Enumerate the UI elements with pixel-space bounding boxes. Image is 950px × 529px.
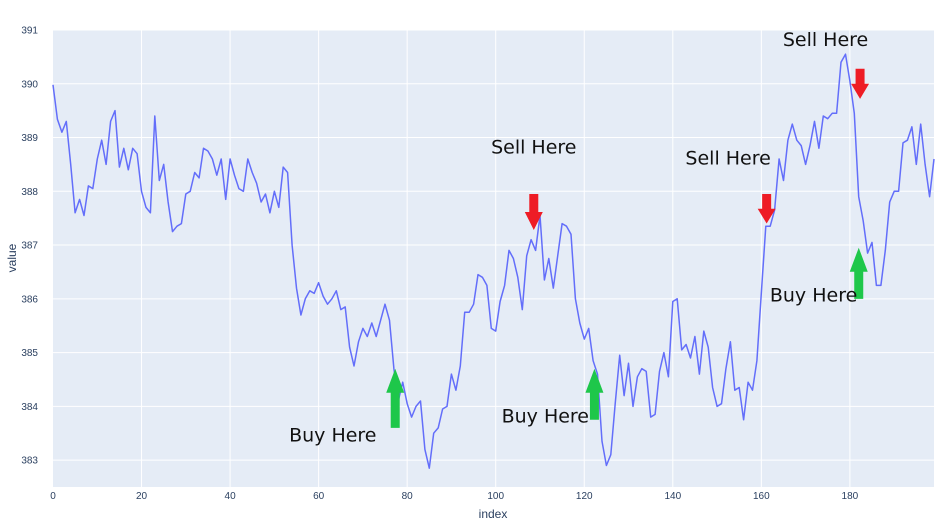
buy-arrow-icon <box>849 247 868 299</box>
y-tick-labels: 383 384 385 386 387 388 389 390 391 <box>21 26 38 467</box>
buy-annotation-label: Buy Here <box>770 285 857 307</box>
x-tick-label: 60 <box>313 491 325 502</box>
x-tick-label: 100 <box>487 491 504 502</box>
x-tick-label: 0 <box>50 491 56 502</box>
x-tick-label: 120 <box>576 491 593 502</box>
x-tick-label: 80 <box>402 491 414 502</box>
sell-arrow-icon <box>851 68 870 99</box>
sell-arrow-icon <box>757 193 776 224</box>
x-tick-label: 160 <box>753 491 770 502</box>
series-group <box>52 53 935 469</box>
x-tick-label: 40 <box>225 491 237 502</box>
sell-annotation-label: Sell Here <box>491 137 576 159</box>
plot-area <box>53 30 934 487</box>
y-tick-label: 390 <box>21 79 38 90</box>
annotations: Sell Here Sell Here Sell Here Buy Here Buy H… <box>289 29 870 446</box>
x-tick-label: 180 <box>842 491 859 502</box>
y-tick-label: 391 <box>21 26 38 37</box>
y-tick-label: 385 <box>21 348 38 359</box>
y-tick-label: 384 <box>21 402 38 413</box>
buy-annotation-label: Buy Here <box>502 405 589 427</box>
y-tick-label: 388 <box>21 187 38 198</box>
buy-arrow-icon <box>386 368 405 428</box>
y-tick-label: 386 <box>21 294 38 305</box>
x-tick-labels: 0 20 40 60 80 100 120 140 160 180 <box>50 491 858 502</box>
gridlines <box>53 29 934 487</box>
x-axis-title: index <box>479 507 508 521</box>
y-tick-label: 387 <box>21 241 38 252</box>
y-tick-label: 383 <box>21 456 38 467</box>
x-tick-label: 20 <box>136 491 148 502</box>
sell-annotation-label: Sell Here <box>685 147 770 169</box>
series-line <box>52 53 935 469</box>
buy-annotation-label: Buy Here <box>289 424 376 446</box>
sell-annotation-label: Sell Here <box>783 29 868 51</box>
y-axis-title: value <box>5 243 19 272</box>
y-tick-label: 389 <box>21 133 38 144</box>
buy-arrow-icon <box>585 368 604 420</box>
sell-arrow-icon <box>524 193 543 231</box>
x-tick-label: 140 <box>664 491 681 502</box>
